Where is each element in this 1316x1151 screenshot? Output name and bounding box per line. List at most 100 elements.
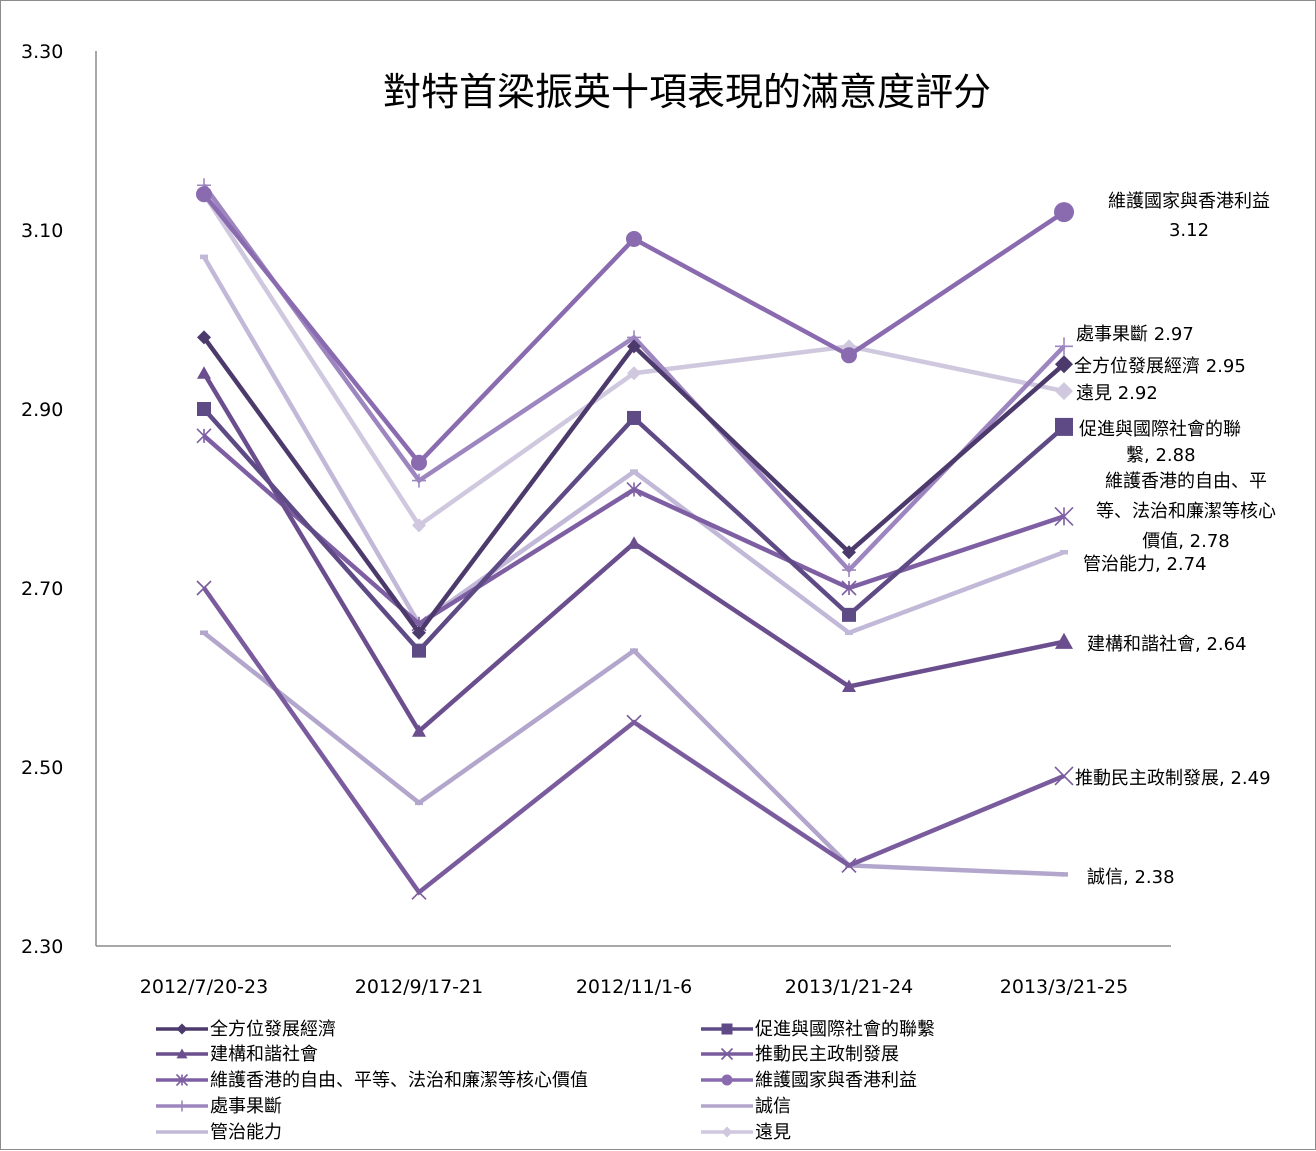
- data-point: [412, 625, 426, 640]
- axes: [95, 51, 1171, 947]
- series-管治能力: [200, 254, 1068, 636]
- data-point: [626, 230, 642, 247]
- legend-item-維護國家與香港利益: 維護國家與香港利益: [701, 1070, 917, 1091]
- data-point: [841, 857, 857, 874]
- end-label-推動民主政制發展: 推動民主政制發展, 2.49: [1075, 768, 1271, 789]
- data-point: [1055, 337, 1073, 356]
- legend-label: 遠見: [755, 1122, 791, 1143]
- series-line: [202, 407, 1066, 654]
- data-point: [411, 884, 427, 900]
- data-point: [1054, 766, 1074, 786]
- x-tick-label: 2013/1/21-24: [785, 976, 913, 998]
- x-tick-label: 2012/7/20-23: [140, 976, 268, 998]
- end-label-誠信: 誠信, 2.38: [1087, 867, 1175, 888]
- end-label-遠見: 遠見 2.92: [1076, 383, 1158, 404]
- y-tick-label: 3.30: [21, 41, 63, 63]
- data-point: [841, 580, 857, 596]
- chart-title: 對特首梁振英十項表現的滿意度評分: [383, 70, 991, 114]
- y-tick-label: 2.70: [21, 578, 63, 600]
- legend-marker: [176, 1023, 188, 1035]
- legend-label: 管治能力: [210, 1122, 282, 1143]
- series-line: [202, 255, 1065, 636]
- data-point: [626, 714, 642, 730]
- legend-label: 促進與國際社會的聯繫: [755, 1019, 935, 1040]
- data-point: [841, 347, 857, 364]
- legend-label: 建構和諧社會: [210, 1044, 318, 1065]
- legend-label: 維護國家與香港利益: [755, 1070, 917, 1091]
- y-tick-label: 2.30: [21, 936, 63, 958]
- y-tick-label: 3.10: [21, 220, 63, 242]
- data-point: [412, 518, 426, 533]
- data-point: [842, 545, 856, 560]
- legend-item-處事果斷: 處事果斷: [156, 1096, 282, 1117]
- legend-label: 誠信: [755, 1096, 791, 1117]
- series-維護國家與香港利益: [196, 186, 1074, 471]
- legend-marker: [721, 1023, 733, 1035]
- data-point: [1055, 632, 1073, 649]
- data-point: [626, 481, 642, 498]
- series-促進與國際社會的聯繫: [197, 402, 1073, 658]
- legend-item-遠見: 遠見: [701, 1122, 791, 1143]
- x-tick-label: 2013/3/21-25: [1000, 976, 1128, 998]
- data-point: [196, 428, 212, 444]
- series-line: [202, 586, 1065, 896]
- data-point: [197, 330, 211, 345]
- data-point: [1054, 202, 1074, 223]
- y-tick-label: 2.50: [21, 757, 63, 779]
- legend-item-維護香港的自由-平等-法治和廉潔等核心價值: 維護香港的自由、平等、法治和廉潔等核心價值: [156, 1070, 588, 1091]
- data-point: [842, 563, 856, 578]
- legend-marker: [176, 1100, 188, 1112]
- series-推動民主政制發展: [196, 580, 1074, 900]
- legend-item-建構和諧社會: 建構和諧社會: [156, 1044, 318, 1065]
- data-point: [1054, 506, 1074, 526]
- data-point: [627, 339, 641, 354]
- y-tick-labels: 2.30 2.50 2.70 2.90 3.10 3.30: [21, 41, 63, 958]
- x-tick-label: 2012/11/1-6: [576, 976, 692, 998]
- end-label-維護國家與香港利益: 維護國家與香港利益 3.12: [1108, 191, 1270, 241]
- end-labels: 全方位發展經濟 2.95 促進與國際社會的聯繫, 2.88 建構和諧社會, 2.64…: [1074, 191, 1276, 888]
- legend-item-誠信: 誠信: [701, 1096, 791, 1117]
- legend-item-全方位發展經濟: 全方位發展經濟: [156, 1019, 336, 1040]
- legend-marker: [720, 1047, 734, 1061]
- legend-label: 處事果斷: [210, 1096, 282, 1117]
- data-point: [1055, 382, 1073, 401]
- end-label-建構和諧社會: 建構和諧社會, 2.64: [1087, 634, 1247, 655]
- data-point: [627, 366, 641, 381]
- series-全方位發展經濟: [197, 330, 1073, 640]
- end-label-維護香港的自由-平等-法治和廉潔等核心價值: 維護香港的自由、平等、法治和廉潔等核心價值, 2.78: [1096, 471, 1276, 552]
- data-point: [412, 473, 426, 488]
- series-建構和諧社會: [197, 366, 1073, 737]
- legend-item-推動民主政制發展: 推動民主政制發展: [701, 1044, 899, 1065]
- series-layer: [196, 178, 1074, 900]
- x-tick-labels: 2012/7/20-23 2012/9/17-21 2012/11/1-6 2013/…: [140, 976, 1128, 998]
- legend-label: 推動民主政制發展: [755, 1044, 899, 1065]
- end-label-處事果斷: 處事果斷 2.97: [1076, 324, 1194, 345]
- legend-marker: [176, 1048, 188, 1059]
- data-point: [1055, 417, 1073, 436]
- data-point: [197, 402, 211, 416]
- legend-item-促進與國際社會的聯繫: 促進與國際社會的聯繫: [701, 1019, 935, 1040]
- x-tick-label: 2012/9/17-21: [355, 976, 483, 998]
- legend-label: 維護香港的自由、平等、法治和廉潔等核心價值: [210, 1070, 588, 1091]
- y-tick-label: 2.90: [21, 399, 63, 421]
- legend-label: 全方位發展經濟: [210, 1019, 336, 1040]
- data-point: [627, 410, 641, 425]
- end-label-促進與國際社會的聯繫: 促進與國際社會的聯繫, 2.88: [1079, 419, 1241, 466]
- end-label-全方位發展經濟: 全方位發展經濟 2.95: [1074, 356, 1246, 377]
- series-line: [202, 434, 1065, 627]
- data-point: [842, 607, 856, 622]
- end-label-管治能力: 管治能力, 2.74: [1083, 554, 1207, 575]
- data-point: [196, 186, 212, 203]
- data-point: [412, 724, 426, 737]
- data-point: [1055, 355, 1073, 374]
- legend-marker: [721, 1126, 733, 1138]
- data-point: [196, 580, 212, 596]
- legend-marker: [175, 1073, 189, 1087]
- data-point: [842, 679, 856, 693]
- series-維護香港的自由-平等-法治和廉潔等核心價值: [196, 428, 1074, 632]
- data-point: [411, 454, 427, 471]
- legend-item-管治能力: 管治能力: [156, 1122, 282, 1143]
